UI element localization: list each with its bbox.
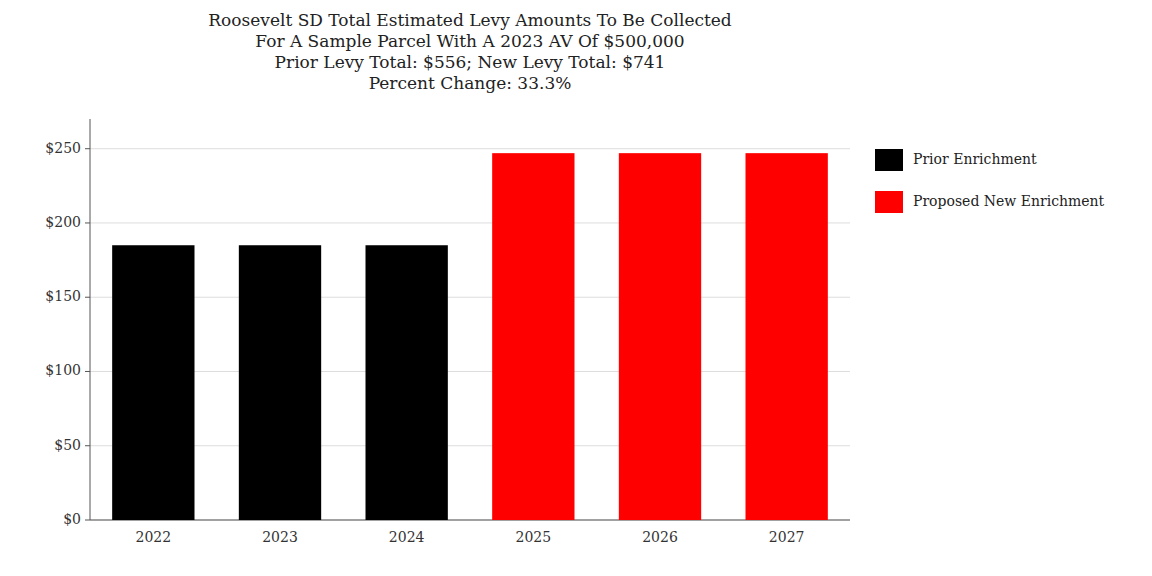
y-tick <box>85 222 90 223</box>
chart: Roosevelt SD Total Estimated Levy Amount… <box>0 0 1152 576</box>
bars <box>112 153 828 520</box>
y-tick <box>85 371 90 372</box>
grid-line <box>90 520 850 521</box>
legend-swatch <box>875 191 903 213</box>
grid <box>90 149 850 520</box>
grid-line <box>90 371 850 372</box>
x-tick-label: 2027 <box>769 529 805 545</box>
bar <box>112 245 194 520</box>
x-tick-label: 2022 <box>136 529 172 545</box>
title-line: Percent Change: 33.3% <box>369 73 572 93</box>
grid-line <box>90 148 850 149</box>
grid-line <box>90 445 850 446</box>
y-tick-label: $50 <box>54 437 81 453</box>
title-line: Roosevelt SD Total Estimated Levy Amount… <box>208 10 732 30</box>
x-tick-label: 2024 <box>389 529 425 545</box>
bar <box>366 245 448 520</box>
x-tick-label: 2025 <box>516 529 552 545</box>
x-tick-label: 2026 <box>642 529 678 545</box>
grid-line <box>90 297 850 298</box>
grid-line <box>90 222 850 223</box>
title: Roosevelt SD Total Estimated Levy Amount… <box>208 10 732 93</box>
y-tick-label: $150 <box>45 288 81 304</box>
legend-label: Prior Enrichment <box>913 151 1037 167</box>
title-line: For A Sample Parcel With A 2023 AV Of $5… <box>255 31 684 51</box>
legend-label: Proposed New Enrichment <box>913 193 1105 209</box>
legend: Prior Enrichment Proposed New Enrichment <box>875 149 1105 213</box>
bar <box>492 153 574 520</box>
y-tick <box>85 148 90 149</box>
y-tick <box>85 297 90 298</box>
y-tick <box>85 445 90 446</box>
y-axis-line <box>90 119 91 520</box>
bar <box>746 153 828 520</box>
y-axis: $0 $50 $100 $150 $200 $250 <box>45 119 90 527</box>
y-tick-label: $100 <box>45 362 81 378</box>
legend-swatch <box>875 149 903 171</box>
y-tick-label: $0 <box>63 511 81 527</box>
y-tick-label: $250 <box>45 140 81 156</box>
title-line: Prior Levy Total: $556; New Levy Total: … <box>275 52 666 72</box>
x-axis-line <box>90 520 850 521</box>
x-tick-label: 2023 <box>262 529 298 545</box>
y-tick <box>85 520 90 521</box>
bar <box>239 245 321 520</box>
x-axis: 2022 2023 2024 2025 2026 2027 <box>136 529 805 545</box>
y-tick-label: $200 <box>45 214 81 230</box>
bar <box>619 153 701 520</box>
